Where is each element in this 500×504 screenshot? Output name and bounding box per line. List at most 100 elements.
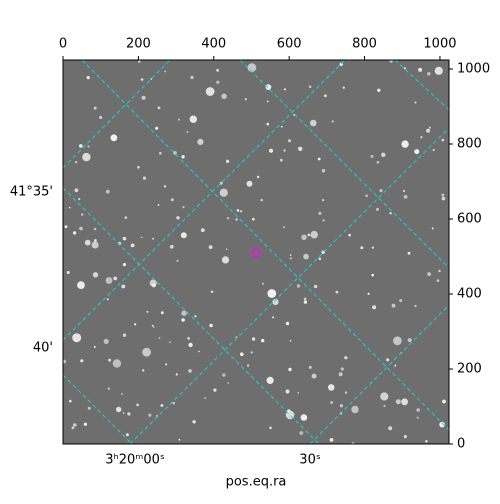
star <box>425 440 428 443</box>
star <box>213 388 217 392</box>
star <box>180 232 187 239</box>
star <box>414 101 417 104</box>
star <box>367 292 370 295</box>
star <box>151 324 154 327</box>
star <box>266 100 269 103</box>
star <box>420 136 423 139</box>
star <box>436 279 440 282</box>
star <box>244 98 247 101</box>
star <box>297 392 300 394</box>
star <box>335 290 339 294</box>
star <box>380 392 389 401</box>
star <box>93 345 96 348</box>
dec-label: 41°35' <box>10 185 53 200</box>
star <box>73 423 77 427</box>
star <box>181 310 187 317</box>
star <box>122 236 127 241</box>
star <box>169 341 171 344</box>
star <box>80 359 84 363</box>
star <box>371 273 375 277</box>
star <box>163 185 167 188</box>
frame <box>62 59 450 445</box>
star <box>250 351 253 354</box>
star <box>140 236 143 239</box>
x-tick-label: 800 <box>352 37 377 52</box>
star <box>107 387 111 390</box>
star <box>87 406 91 410</box>
star <box>272 316 275 319</box>
x-axis-label: pos.eq.ra <box>226 475 287 490</box>
sky-image <box>63 60 449 444</box>
ra-label: 30ˢ <box>299 453 321 468</box>
dec-label: 40' <box>33 341 53 356</box>
star <box>142 369 145 372</box>
star <box>169 244 174 249</box>
star <box>127 412 131 416</box>
star <box>285 321 290 326</box>
x-tick-label: 1000 <box>423 37 456 52</box>
star <box>267 289 277 298</box>
star <box>112 359 122 368</box>
star <box>216 80 220 84</box>
star <box>298 146 303 151</box>
star <box>64 225 68 229</box>
star <box>141 95 146 100</box>
star <box>296 284 301 288</box>
star <box>442 399 446 404</box>
star <box>310 230 319 239</box>
star <box>339 404 343 408</box>
star <box>414 304 417 308</box>
star <box>226 217 230 220</box>
star <box>78 198 81 201</box>
star <box>401 140 409 148</box>
star <box>322 219 325 222</box>
star <box>439 421 445 428</box>
star <box>280 125 283 128</box>
star <box>418 67 423 72</box>
star <box>300 414 308 421</box>
star <box>165 363 168 366</box>
star <box>441 138 445 142</box>
star <box>301 234 307 241</box>
star <box>68 206 71 209</box>
star <box>318 211 322 215</box>
star <box>182 206 185 209</box>
star <box>401 398 408 406</box>
star <box>194 315 197 318</box>
star <box>256 175 260 179</box>
star <box>80 213 84 216</box>
star <box>108 358 111 362</box>
star <box>160 311 164 315</box>
star <box>299 431 304 435</box>
star <box>324 94 327 98</box>
star <box>394 364 397 367</box>
star <box>79 226 83 231</box>
star <box>376 161 380 164</box>
star <box>285 389 290 394</box>
star <box>113 276 118 281</box>
star <box>105 189 110 194</box>
star <box>407 251 411 255</box>
star <box>188 342 193 348</box>
star <box>427 272 431 276</box>
ra-label: 3ʰ20ᵐ00ˢ <box>105 453 165 468</box>
star <box>122 263 127 267</box>
star <box>269 148 273 153</box>
star <box>372 305 377 310</box>
star <box>388 426 393 431</box>
x-tick-label: 400 <box>201 37 226 52</box>
star <box>322 199 325 202</box>
star <box>329 438 334 442</box>
star <box>399 299 403 303</box>
star <box>414 149 420 155</box>
star <box>438 269 441 273</box>
star <box>403 435 407 439</box>
star <box>252 217 255 221</box>
star <box>198 350 200 353</box>
star <box>351 405 359 414</box>
star <box>251 337 256 341</box>
star <box>122 333 127 337</box>
star <box>197 138 204 145</box>
star <box>136 403 139 407</box>
